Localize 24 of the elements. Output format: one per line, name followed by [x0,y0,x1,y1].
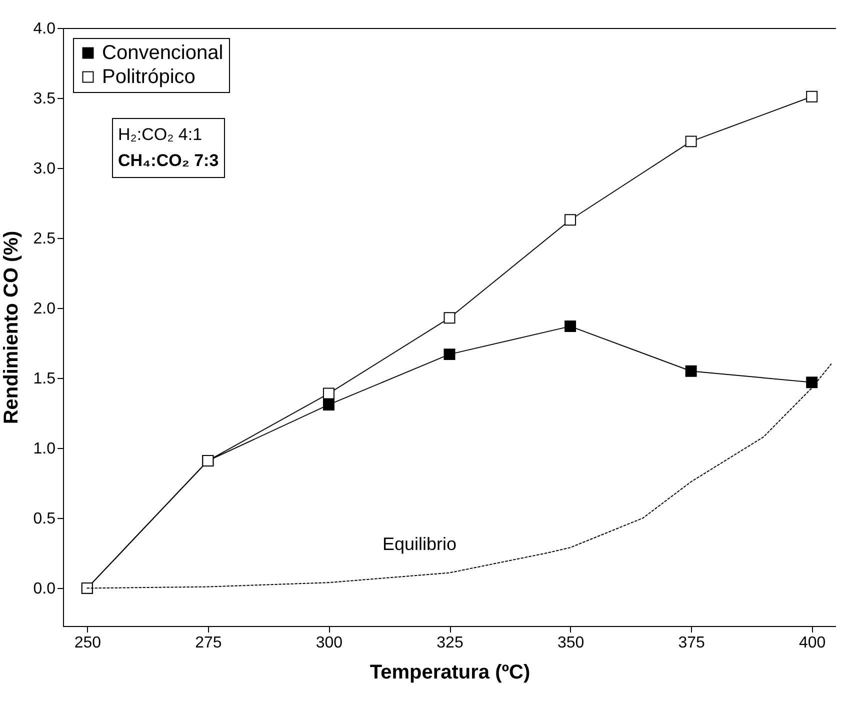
y-tick-label: 3.0 [33,160,56,178]
y-tick-label: 0.0 [33,580,56,598]
annotation: H₂:CO₂ 4:1 [118,124,204,146]
x-tick-label: 275 [195,634,222,652]
note-box: H₂:CO₂ 4:1 CH₄:CO₂ 7:3 [112,118,225,178]
series-label: Equilibrio [382,534,457,554]
x-tick-label: 350 [557,634,584,652]
y-tick-label: 1.0 [33,440,56,458]
y-tick-label: 1.5 [33,370,56,388]
x-tick-label: 250 [74,634,102,652]
y-tick-label: 4.0 [33,20,56,38]
x-tick-label: 400 [798,634,826,652]
annotation: CH₄:CO₂ 7:3 [118,150,219,172]
y-axis-title: Rendimiento CO (%) [0,230,22,424]
legend-label: Politrópico [102,66,196,88]
x-tick-label: 325 [436,634,464,652]
y-tick-label: 3.5 [33,90,56,108]
y-tick-label: 2.0 [33,300,56,318]
x-tick-label: 375 [678,634,706,652]
x-axis-title: Temperatura (ºC) [370,662,530,684]
y-tick-label: 2.5 [33,230,56,248]
legend-label: Convencional [102,42,224,64]
x-tick-label: 300 [316,634,343,652]
y-tick-label: 0.5 [33,510,56,528]
